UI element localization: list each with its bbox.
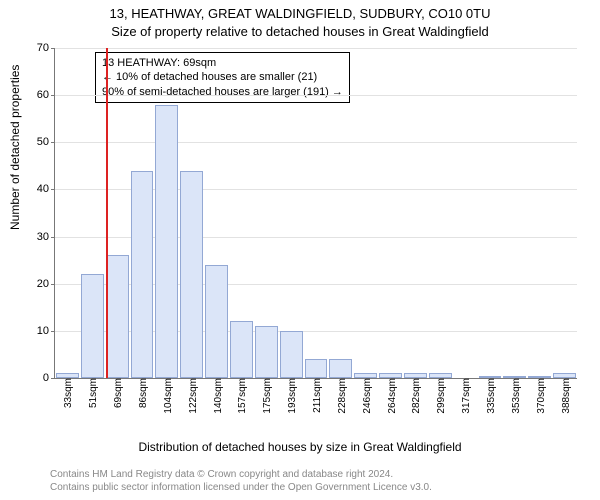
x-tick-label: 370sqm bbox=[536, 378, 547, 414]
y-tick-label: 40 bbox=[37, 183, 49, 195]
y-tick-mark bbox=[51, 95, 55, 96]
y-tick-mark bbox=[51, 378, 55, 379]
x-tick-label: 388sqm bbox=[561, 378, 572, 414]
plot-area: 13 HEATHWAY: 69sqm ← 10% of detached hou… bbox=[54, 48, 577, 379]
histogram-bar bbox=[255, 326, 278, 378]
gridline bbox=[55, 142, 577, 143]
y-tick-mark bbox=[51, 237, 55, 238]
histogram-bar bbox=[280, 331, 303, 378]
x-tick-label: 175sqm bbox=[262, 378, 273, 414]
histogram-bar bbox=[230, 321, 253, 378]
x-tick-label: 69sqm bbox=[113, 378, 124, 408]
y-tick-label: 50 bbox=[37, 136, 49, 148]
y-tick-label: 70 bbox=[37, 42, 49, 54]
histogram-bar bbox=[131, 171, 154, 378]
histogram-bar bbox=[155, 105, 178, 378]
x-tick-label: 104sqm bbox=[163, 378, 174, 414]
y-tick-label: 30 bbox=[37, 231, 49, 243]
x-tick-label: 157sqm bbox=[237, 378, 248, 414]
x-tick-label: 246sqm bbox=[362, 378, 373, 414]
callout-line3: 90% of semi-detached houses are larger (… bbox=[102, 85, 343, 99]
chart-title-sub: Size of property relative to detached ho… bbox=[0, 24, 600, 39]
y-tick-label: 60 bbox=[37, 89, 49, 101]
property-marker-line bbox=[106, 48, 108, 378]
y-tick-mark bbox=[51, 48, 55, 49]
footnote-line1: Contains HM Land Registry data © Crown c… bbox=[50, 468, 432, 481]
footnote-line2: Contains public sector information licen… bbox=[50, 481, 432, 494]
callout-line1: 13 HEATHWAY: 69sqm bbox=[102, 56, 343, 70]
histogram-bar bbox=[180, 171, 203, 378]
histogram-bar bbox=[329, 359, 352, 378]
y-tick-mark bbox=[51, 331, 55, 332]
y-axis-label: Number of detached properties bbox=[8, 65, 22, 230]
x-tick-label: 264sqm bbox=[387, 378, 398, 414]
y-tick-label: 20 bbox=[37, 278, 49, 290]
x-axis-label: Distribution of detached houses by size … bbox=[0, 440, 600, 454]
x-tick-label: 86sqm bbox=[138, 378, 149, 408]
histogram-bar bbox=[205, 265, 228, 378]
histogram-bar bbox=[106, 255, 129, 378]
x-tick-label: 353sqm bbox=[511, 378, 522, 414]
x-tick-label: 335sqm bbox=[486, 378, 497, 414]
chart-container: { "chart": { "type": "histogram", "title… bbox=[0, 0, 600, 500]
histogram-bar bbox=[305, 359, 328, 378]
y-tick-label: 10 bbox=[37, 325, 49, 337]
x-tick-label: 51sqm bbox=[88, 378, 99, 408]
gridline bbox=[55, 48, 577, 49]
x-tick-label: 317sqm bbox=[461, 378, 472, 414]
x-tick-label: 282sqm bbox=[411, 378, 422, 414]
x-tick-label: 33sqm bbox=[63, 378, 74, 408]
y-tick-mark bbox=[51, 142, 55, 143]
x-tick-label: 228sqm bbox=[337, 378, 348, 414]
y-tick-label: 0 bbox=[43, 372, 49, 384]
x-tick-label: 299sqm bbox=[436, 378, 447, 414]
x-tick-label: 193sqm bbox=[287, 378, 298, 414]
x-tick-label: 211sqm bbox=[312, 378, 323, 413]
gridline bbox=[55, 95, 577, 96]
y-tick-mark bbox=[51, 284, 55, 285]
x-tick-label: 140sqm bbox=[213, 378, 224, 414]
chart-title-main: 13, HEATHWAY, GREAT WALDINGFIELD, SUDBUR… bbox=[0, 6, 600, 21]
histogram-bar bbox=[81, 274, 104, 378]
y-tick-mark bbox=[51, 189, 55, 190]
callout-line2: ← 10% of detached houses are smaller (21… bbox=[102, 70, 343, 84]
x-tick-label: 122sqm bbox=[188, 378, 199, 414]
footnote: Contains HM Land Registry data © Crown c… bbox=[50, 468, 432, 494]
